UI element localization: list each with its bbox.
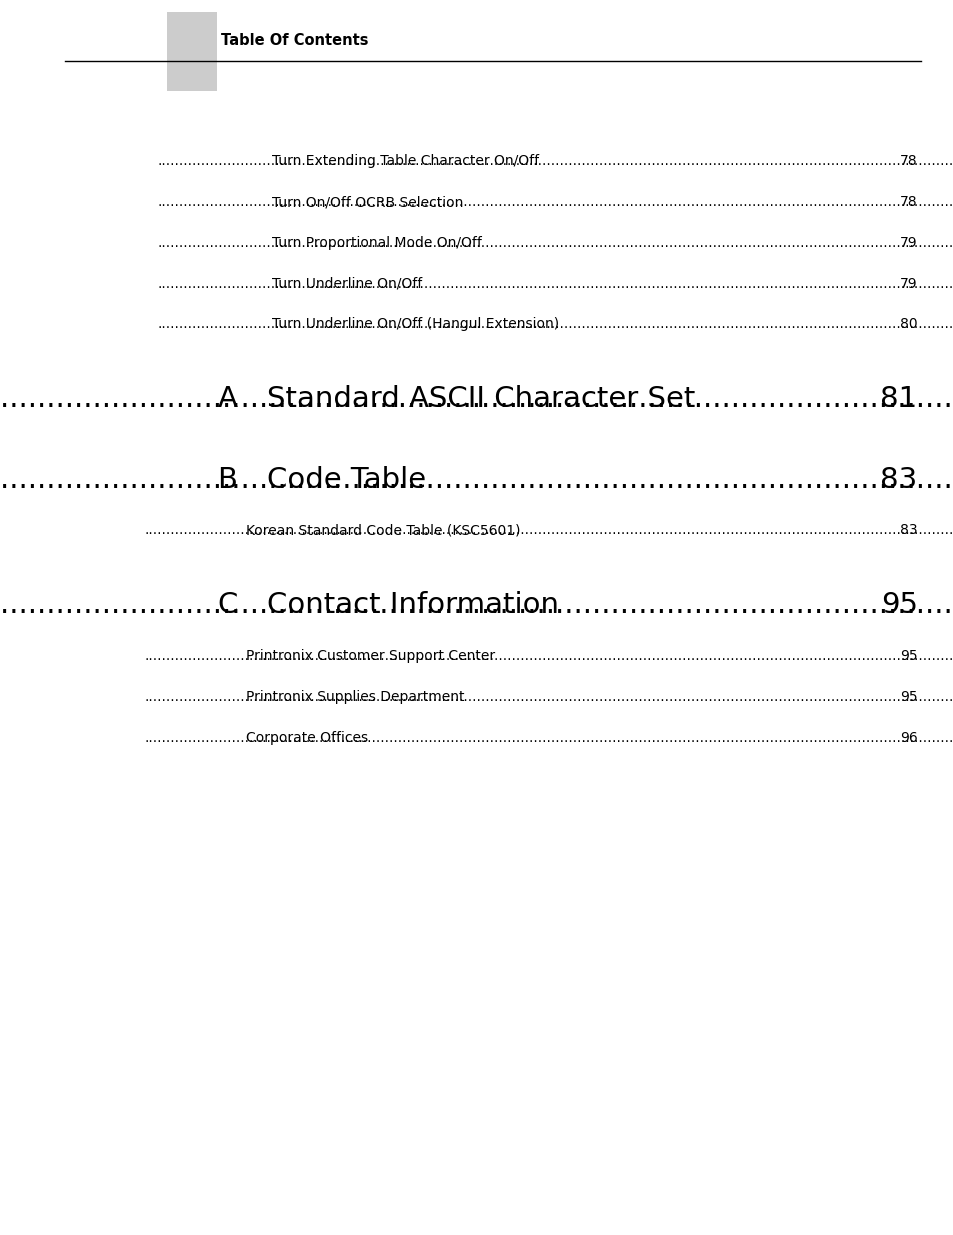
Text: 78: 78 bbox=[900, 154, 917, 168]
Text: 80: 80 bbox=[900, 317, 917, 331]
Text: Korean Standard Code Table (KSC5601): Korean Standard Code Table (KSC5601) bbox=[246, 524, 520, 537]
Text: ................................................................................: ........................................… bbox=[144, 650, 953, 663]
Text: ................................................................................: ........................................… bbox=[0, 385, 953, 414]
Text: Turn On/Off OCRB Selection: Turn On/Off OCRB Selection bbox=[272, 195, 463, 209]
Text: Code Table: Code Table bbox=[267, 466, 426, 494]
Text: Corporate Offices: Corporate Offices bbox=[246, 731, 368, 745]
Text: ................................................................................: ........................................… bbox=[144, 690, 953, 704]
Text: ................................................................................: ........................................… bbox=[144, 524, 953, 537]
Text: Turn Underline On/Off: Turn Underline On/Off bbox=[272, 277, 421, 290]
Text: ................................................................................: ........................................… bbox=[157, 277, 953, 290]
Text: Standard ASCII Character Set: Standard ASCII Character Set bbox=[267, 385, 695, 414]
Text: ................................................................................: ........................................… bbox=[144, 731, 953, 745]
Text: 95: 95 bbox=[900, 690, 917, 704]
Text: B: B bbox=[217, 466, 237, 494]
Text: 78: 78 bbox=[900, 195, 917, 209]
Text: ................................................................................: ........................................… bbox=[157, 154, 953, 168]
Text: Printronix Customer Support Center: Printronix Customer Support Center bbox=[246, 650, 495, 663]
Text: ................................................................................: ........................................… bbox=[157, 195, 953, 209]
Text: C: C bbox=[217, 592, 237, 619]
Text: Turn Underline On/Off (Hangul Extension): Turn Underline On/Off (Hangul Extension) bbox=[272, 317, 558, 331]
Text: Turn Extending Table Character On/Off: Turn Extending Table Character On/Off bbox=[272, 154, 538, 168]
Text: ................................................................................: ........................................… bbox=[0, 466, 953, 494]
Text: Table Of Contents: Table Of Contents bbox=[221, 33, 369, 48]
Text: 95: 95 bbox=[880, 592, 917, 619]
Bar bbox=[167, 12, 216, 91]
Text: Printronix Supplies Department: Printronix Supplies Department bbox=[246, 690, 464, 704]
Text: 95: 95 bbox=[900, 650, 917, 663]
Text: 83: 83 bbox=[880, 466, 917, 494]
Text: ................................................................................: ........................................… bbox=[157, 317, 953, 331]
Text: 81: 81 bbox=[880, 385, 917, 414]
Text: ................................................................................: ........................................… bbox=[0, 592, 953, 619]
Text: 96: 96 bbox=[899, 731, 917, 745]
Text: Contact Information: Contact Information bbox=[267, 592, 558, 619]
Text: 79: 79 bbox=[900, 236, 917, 249]
Text: Turn Proportional Mode On/Off: Turn Proportional Mode On/Off bbox=[272, 236, 481, 249]
Text: A: A bbox=[217, 385, 237, 414]
Text: 79: 79 bbox=[900, 277, 917, 290]
Text: 83: 83 bbox=[900, 524, 917, 537]
Text: ................................................................................: ........................................… bbox=[157, 236, 953, 249]
